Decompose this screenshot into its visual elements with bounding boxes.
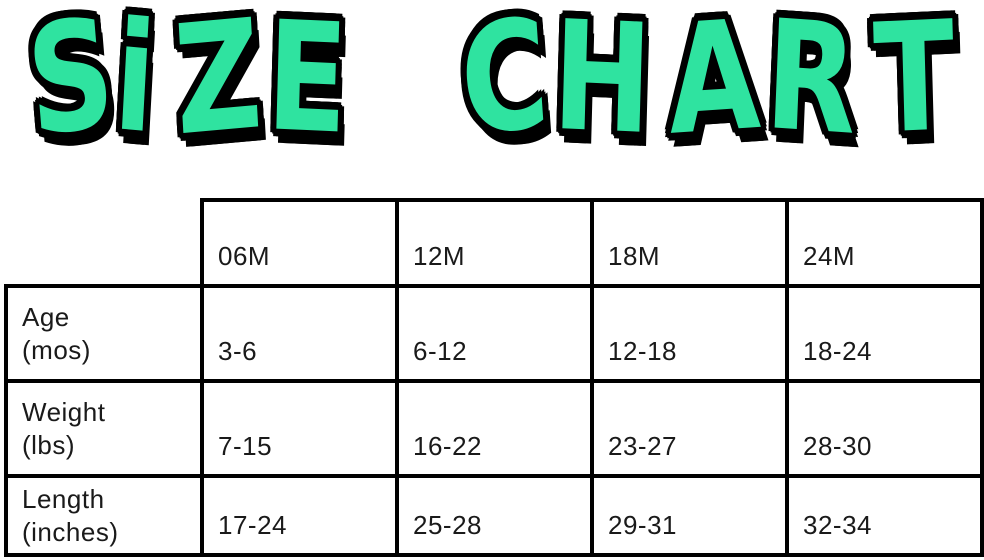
title-letter: C (455, 0, 554, 171)
row-label-age: Age (mos) (4, 284, 204, 383)
length-24m: 32-34 (785, 474, 984, 557)
corner-cell (6, 200, 202, 286)
row-label-line2: (mos) (22, 334, 91, 365)
age-06m: 3-6 (200, 284, 399, 383)
title-letter: E (264, 0, 350, 168)
weight-18m: 23-27 (590, 379, 789, 478)
table-row-weight: Weight (lbs) 7-15 16-22 23-27 28-30 (4, 379, 984, 478)
length-18m: 29-31 (590, 474, 789, 557)
title-letter: i (110, 0, 161, 168)
table-row-length: Length (inches) 17-24 25-28 29-31 32-34 (4, 474, 984, 557)
title-letter: S (21, 0, 121, 171)
weight-12m: 16-22 (395, 379, 594, 478)
age-12m: 6-12 (395, 284, 594, 383)
size-chart-table: 06M 12M 18M 24M Age (mos) 3-6 6-12 12-18… (4, 198, 984, 557)
column-header-12m: 12M (395, 198, 594, 288)
row-label-line1: Weight (22, 397, 106, 427)
weight-24m: 28-30 (785, 379, 984, 478)
age-24m: 18-24 (785, 284, 984, 383)
length-06m: 17-24 (200, 474, 399, 557)
row-label-length: Length (inches) (4, 474, 204, 557)
header-row: 06M 12M 18M 24M (6, 198, 984, 288)
title-letter: T (871, 0, 957, 168)
title-letter: A (664, 0, 764, 169)
row-label-weight: Weight (lbs) (4, 379, 204, 478)
table-row-age: Age (mos) 3-6 6-12 12-18 18-24 (4, 284, 984, 383)
row-label-line1: Age (22, 302, 70, 332)
column-header-06m: 06M (200, 198, 399, 288)
row-label-line2: (inches) (22, 516, 119, 547)
weight-06m: 7-15 (200, 379, 399, 478)
title-letter: Z (170, 0, 266, 170)
title-letter: R (761, 0, 860, 169)
title-letter: H (550, 0, 654, 168)
column-header-18m: 18M (590, 198, 789, 288)
age-18m: 12-18 (590, 284, 789, 383)
row-label-line2: (lbs) (22, 429, 76, 460)
column-header-24m: 24M (785, 198, 984, 288)
row-label-line1: Length (22, 484, 105, 514)
length-12m: 25-28 (395, 474, 594, 557)
